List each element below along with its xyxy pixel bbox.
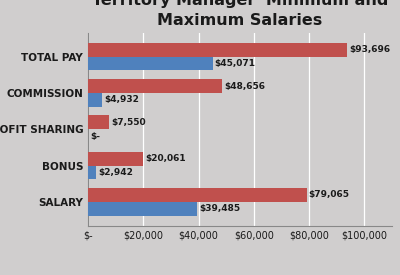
- Bar: [88, 79, 222, 93]
- Bar: [88, 152, 144, 166]
- Title: Territory Manager' Minimum and
Maximum Salaries: Territory Manager' Minimum and Maximum S…: [92, 0, 388, 28]
- Text: $4,932: $4,932: [104, 95, 139, 104]
- Bar: [88, 166, 96, 179]
- Bar: [88, 188, 306, 202]
- Bar: [88, 116, 109, 129]
- Text: $7,550: $7,550: [111, 118, 146, 127]
- Bar: [88, 93, 102, 107]
- Text: $79,065: $79,065: [309, 191, 350, 199]
- Bar: [88, 202, 197, 216]
- Text: $2,942: $2,942: [98, 168, 133, 177]
- Text: $-: $-: [90, 132, 100, 141]
- Text: $93,696: $93,696: [349, 45, 390, 54]
- Text: $45,071: $45,071: [215, 59, 256, 68]
- Bar: [88, 57, 212, 70]
- Bar: [88, 43, 347, 57]
- Text: $39,485: $39,485: [199, 204, 240, 213]
- Text: $20,061: $20,061: [146, 154, 186, 163]
- Text: $48,656: $48,656: [225, 81, 266, 90]
